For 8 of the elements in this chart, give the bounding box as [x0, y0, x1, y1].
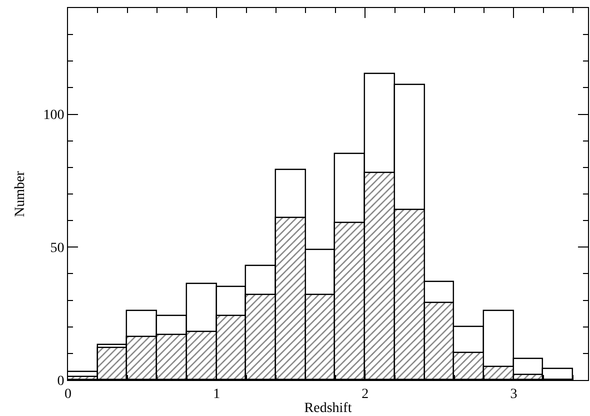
y-tick-label: 50	[50, 241, 64, 256]
x-axis-title: Redshift	[304, 401, 352, 416]
x-tick-label: 1	[213, 386, 220, 402]
y-axis-title: Number	[12, 170, 28, 217]
x-tick-label: 3	[510, 386, 518, 402]
y-tick-label: 100	[43, 108, 64, 124]
x-tick-label: 2	[362, 386, 369, 402]
y-tick-label: 0	[57, 374, 64, 389]
